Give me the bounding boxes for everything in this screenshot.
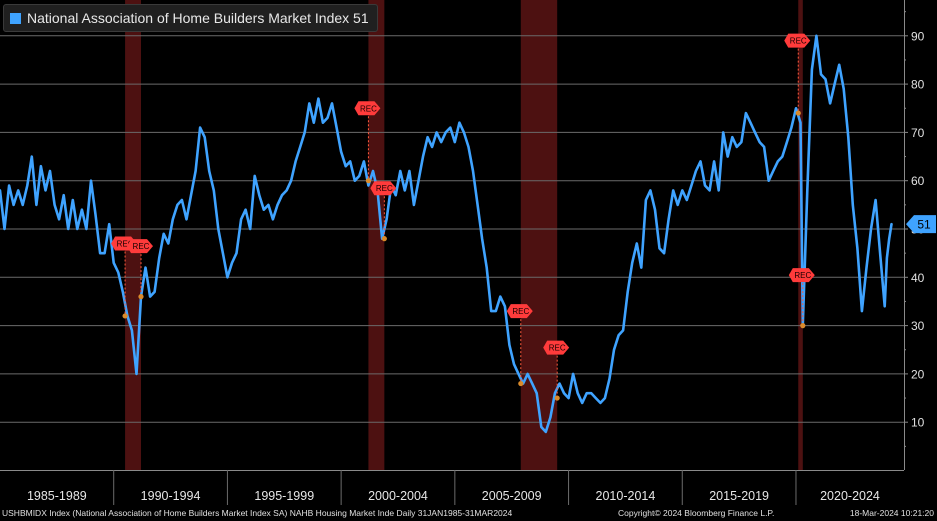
- rec-dot: [138, 294, 144, 300]
- series-line: [0, 34, 893, 434]
- rec-flag: [784, 33, 811, 48]
- x-tick-label: 1985-1989: [27, 489, 87, 503]
- x-tick-label: 1995-1999: [254, 489, 314, 503]
- y-tick-label: 90: [911, 29, 925, 43]
- last-value-tag: [906, 215, 936, 234]
- x-tick-label: 2020-2024: [820, 489, 880, 503]
- rec-dot: [518, 380, 524, 387]
- legend-label: National Association of Home Builders Ma…: [27, 10, 369, 26]
- rec-dot: [795, 110, 801, 116]
- x-tick-label: 1990-1994: [141, 489, 201, 503]
- footer-source: USHBMIDX Index (National Association of …: [2, 508, 513, 518]
- rec-dot: [122, 313, 128, 319]
- y-tick-label: 30: [911, 319, 925, 333]
- x-tick-label: 2000-2004: [368, 489, 428, 503]
- y-tick-label: 60: [911, 174, 925, 188]
- footer: USHBMIDX Index (National Association of …: [0, 505, 937, 521]
- rec-flag-label: REC: [512, 307, 529, 316]
- rec-flag: [354, 101, 381, 116]
- x-tick-label: 2010-2014: [596, 489, 656, 503]
- rec-dot: [800, 323, 806, 329]
- recession-band: [125, 0, 142, 470]
- y-tick-label: 40: [911, 271, 925, 285]
- rec-flag: [543, 340, 570, 355]
- rec-dot: [365, 178, 372, 184]
- legend-swatch: [10, 12, 21, 24]
- y-tick-label: 20: [911, 367, 925, 381]
- axes: 1020304050607080901985-19891990-19941995…: [0, 0, 925, 505]
- rec-flag-label: REC: [794, 271, 811, 280]
- x-tick-label: 2005-2009: [482, 489, 542, 503]
- rec-flag-label: REC: [549, 344, 566, 353]
- x-tick-label: 2015-2019: [709, 489, 769, 503]
- recession-bands: [125, 0, 803, 470]
- last-value-label: 51: [917, 218, 931, 232]
- rec-dot: [554, 395, 560, 401]
- last-value-group: 51: [906, 215, 936, 234]
- rec-flag-label: REC: [376, 184, 393, 193]
- footer-copyright: Copyright© 2024 Bloomberg Finance L.P.: [618, 508, 775, 518]
- rec-dot: [381, 236, 387, 242]
- rec-flag: [788, 268, 815, 283]
- y-tick-label: 10: [911, 416, 925, 430]
- rec-flag: [506, 304, 533, 319]
- legend: National Association of Home Builders Ma…: [3, 4, 378, 32]
- rec-flag: [127, 239, 154, 254]
- rec-flag-label: REC: [360, 104, 377, 113]
- y-tick-label: 70: [911, 126, 925, 140]
- rec-flag-label: REC: [790, 37, 807, 46]
- rec-flag: [370, 181, 397, 196]
- series-line-group: [0, 34, 893, 434]
- recession-band: [520, 0, 558, 470]
- rec-flag-label: REC: [117, 239, 134, 248]
- recession-band: [368, 0, 385, 470]
- y-tick-label: 80: [911, 78, 925, 92]
- rec-flag-label: REC: [133, 242, 150, 251]
- footer-timestamp: 18-Mar-2024 10:21:20: [849, 508, 934, 518]
